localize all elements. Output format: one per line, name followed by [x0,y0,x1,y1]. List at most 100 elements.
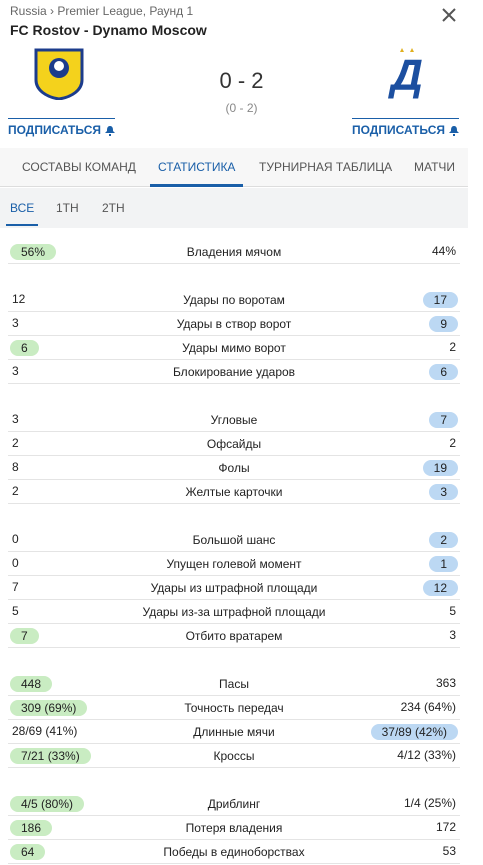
home-value: 0 [12,532,19,546]
subtab[interactable]: 1ТН [56,201,79,215]
stat-row: Удары из-за штрафной площади 5 5 [8,600,460,624]
stat-label: Удары из-за штрафной площади [142,605,326,619]
subtab-bar [0,188,468,228]
away-value: 44% [431,244,456,258]
stat-row: Дриблинг 4/5 (80%) 1/4 (25%) [8,792,460,816]
bell-icon [448,125,459,136]
away-value: 53 [442,844,456,858]
away-value: 37/89 (42%) [370,724,458,740]
home-logo [34,48,84,100]
match-title: FC Rostov - Dynamo Moscow [10,22,207,38]
subscribe-button[interactable]: ПОДПИСАТЬСЯ [352,118,459,137]
away-value: 19 [422,460,458,476]
stat-label: Удары в створ ворот [176,317,292,331]
subscribe-text: ПОДПИСАТЬСЯ [8,123,101,137]
home-value: 56% [10,244,57,260]
stat-label: Упущен голевой момент [166,557,302,571]
stat-row: Удары по воротам 12 17 [8,288,460,312]
home-value: 12 [12,292,26,306]
stat-row: Кроссы 7/21 (33%) 4/12 (33%) [8,744,460,768]
home-value: 448 [10,676,53,692]
stat-row: Угловые 3 7 [8,408,460,432]
away-value: 7 [429,412,458,428]
away-value: 9 [429,316,458,332]
stat-label: Пасы [219,677,249,691]
stat-row: Точность передач 309 (69%) 234 (64%) [8,696,460,720]
stat-label: Отбито вратарем [185,629,283,643]
stat-label: Кроссы [213,749,255,763]
stat-row: Большой шанс 0 2 [8,528,460,552]
home-value: 2 [12,484,19,498]
stat-row: Удары из штрафной площади 7 12 [8,576,460,600]
stat-label: Владения мячом [186,245,282,259]
stat-label: Угловые [210,413,258,427]
bell-icon [104,125,115,136]
stat-row: Офсайды 2 2 [8,432,460,456]
stat-label: Удары по воротам [183,293,285,307]
away-value: 17 [422,292,458,308]
away-logo: Д [387,48,423,100]
stat-label: Удары мимо ворот [182,341,286,355]
home-value: 186 [10,820,53,836]
stat-label: Потеря владения [185,821,283,835]
stat-row: Желтые карточки 2 3 [8,480,460,504]
subtab[interactable]: ВСЕ [10,201,35,215]
subtab[interactable]: 2ТН [102,201,125,215]
tab-underline [150,184,243,187]
tab[interactable]: СОСТАВЫ КОМАНД [22,160,136,174]
home-value: 3 [12,412,19,426]
home-value: 309 (69%) [10,700,88,716]
stat-row: Победы в единоборствах 64 53 [8,840,460,864]
stat-row: Упущен голевой момент 0 1 [8,552,460,576]
tab[interactable]: ТУРНИРНАЯ ТАБЛИЦА [259,160,393,174]
stat-row: Длинные мячи 28/69 (41%) 37/89 (42%) [8,720,460,744]
breadcrumb[interactable]: Russia › Premier League, Раунд 1 [10,4,194,18]
away-value: 3 [429,484,458,500]
away-value: 363 [435,676,456,690]
home-value: 64 [10,844,46,860]
home-value: 3 [12,364,19,378]
subscribe-button[interactable]: ПОДПИСАТЬСЯ [8,118,115,137]
away-value: 5 [449,604,456,618]
away-value: 1/4 (25%) [403,796,456,810]
stat-label: Блокирование ударов [172,365,296,379]
score: 0 - 2 [219,68,264,93]
away-value: 2 [449,436,456,450]
stat-row: Удары мимо ворот 6 2 [8,336,460,360]
tab[interactable]: МАТЧИ [414,160,456,174]
home-value: 2 [12,436,19,450]
stat-row: Блокирование ударов 3 6 [8,360,460,384]
stat-row: Пасы 448 363 [8,672,460,696]
away-value: 1 [429,556,458,572]
stat-row: Удары в створ ворот 3 9 [8,312,460,336]
stat-row: Отбито вратарем 7 3 [8,624,460,648]
away-value: 6 [429,364,458,380]
stat-label: Удары из штрафной площади [150,581,318,595]
stat-label: Точность передач [184,701,284,715]
close-icon[interactable] [440,6,458,24]
stat-row: Потеря владения 186 172 [8,816,460,840]
home-value: 6 [10,340,39,356]
stat-label: Дриблинг [207,797,261,811]
subtab-underline [6,224,38,226]
home-value: 7/21 (33%) [10,748,91,764]
away-value: 2 [429,532,458,548]
stat-row: Владения мячом 56% 44% [8,240,460,264]
stat-label: Большой шанс [192,533,276,547]
home-value: 7 [10,628,39,644]
home-value: 0 [12,556,19,570]
home-value: 5 [12,604,19,618]
halftime-score: (0 - 2) [225,101,258,115]
home-value: 8 [12,460,19,474]
svg-text:Д: Д [387,51,423,100]
stat-label: Офсайды [206,437,262,451]
home-value: 3 [12,316,19,330]
stat-label: Длинные мячи [193,725,275,739]
tab[interactable]: СТАТИСТИКА [158,160,236,174]
subscribe-text: ПОДПИСАТЬСЯ [352,123,445,137]
stat-label: Фолы [218,461,250,475]
stat-row: Фолы 8 19 [8,456,460,480]
away-value: 172 [435,820,456,834]
away-value: 4/12 (33%) [397,748,456,762]
